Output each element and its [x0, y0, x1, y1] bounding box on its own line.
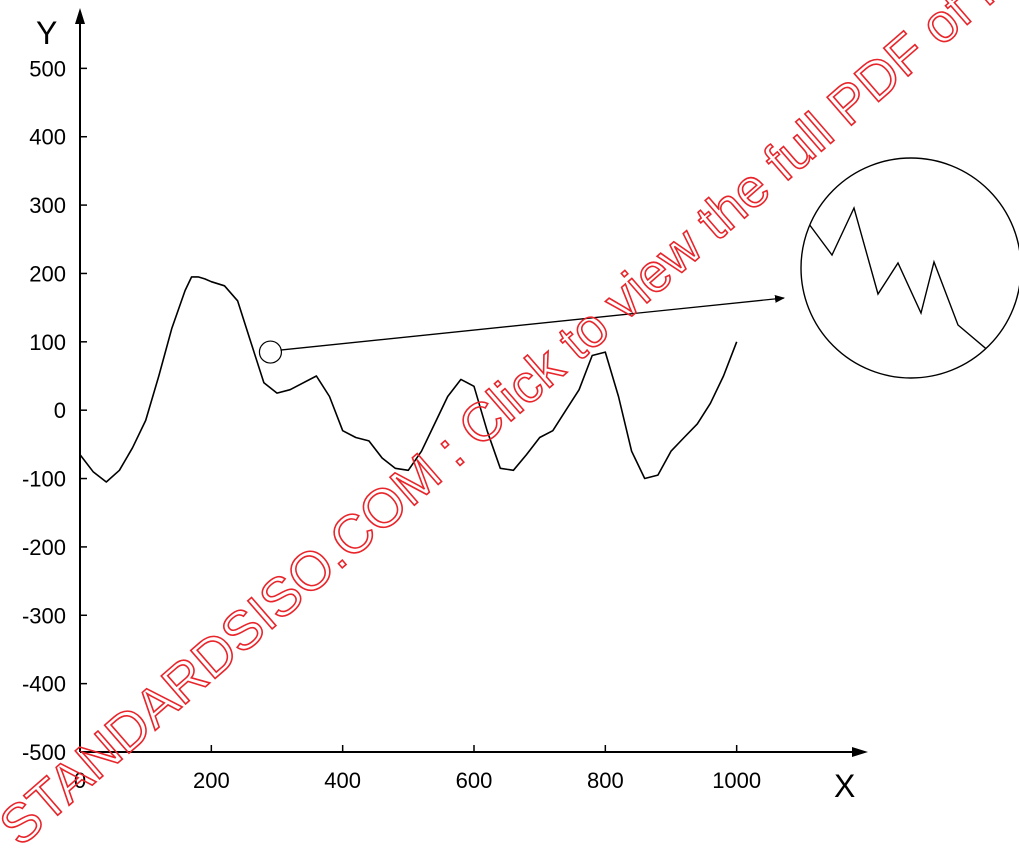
- y-tick-label: -500: [22, 740, 66, 765]
- x-tick-label: 400: [324, 768, 361, 793]
- detail-callout: [258, 157, 1019, 379]
- y-tick-label: 0: [54, 398, 66, 423]
- y-tick-label: 100: [29, 330, 66, 355]
- x-axis-arrow: [852, 747, 868, 757]
- y-tick-label: -200: [22, 535, 66, 560]
- y-tick-label: 500: [29, 56, 66, 81]
- detail-lens-circle: [800, 157, 1019, 379]
- series-line-0: [79, 276, 738, 483]
- detail-marker-circle: [258, 340, 283, 364]
- y-tick-label: -300: [22, 603, 66, 628]
- detail-lens-zoomed-line: [805, 205, 1011, 366]
- y-tick-label: 200: [29, 261, 66, 286]
- y-ticks: -500 -400 -300 -200 -100 0 100 200 300 400 500: [22, 56, 87, 765]
- y-tick-label: -400: [22, 672, 66, 697]
- y-tick-label: 300: [29, 193, 66, 218]
- y-tick-label: 400: [29, 125, 66, 150]
- axes: Y X: [36, 8, 868, 804]
- x-axis-title: X: [834, 768, 855, 804]
- x-tick-label: 200: [193, 768, 230, 793]
- x-ticks: 0 200 400 600 800 1000: [74, 745, 761, 793]
- series-group: [79, 276, 738, 483]
- y-axis-title: Y: [36, 15, 57, 51]
- x-tick-label: 800: [587, 768, 624, 793]
- detail-arrow: [280, 294, 785, 351]
- x-tick-label: 600: [456, 768, 493, 793]
- y-axis-arrow: [75, 8, 85, 24]
- y-tick-label: -100: [22, 467, 66, 492]
- x-tick-label: 0: [74, 768, 86, 793]
- x-tick-label: 1000: [712, 768, 761, 793]
